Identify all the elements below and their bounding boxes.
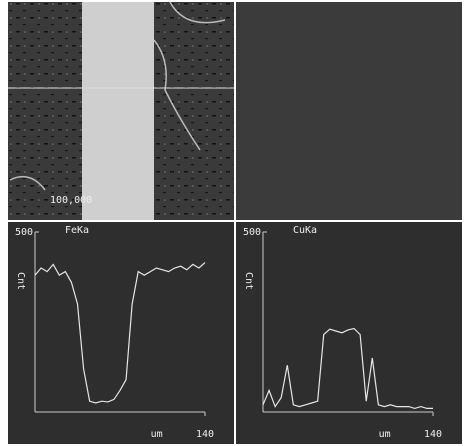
y-tick-label: 500 xyxy=(15,227,33,238)
y-axis-label: Cnt xyxy=(15,272,26,290)
y-axis-label: Cnt xyxy=(243,272,254,290)
x-axis-label: um xyxy=(151,429,163,440)
micrograph-panel: 100,000 xyxy=(8,2,234,220)
x-axis-label: um xyxy=(379,429,391,440)
x-tick-label: 140 xyxy=(196,429,214,440)
linescan-panel xyxy=(236,222,462,444)
bright-layer xyxy=(82,2,154,220)
chart-title: CuKa xyxy=(293,225,317,236)
figure: 100,000 FeKa Cnt um 500 140 CuKa Cnt um 500 140 xyxy=(0,0,468,446)
map-panel xyxy=(236,2,462,220)
scale-label: 100,000 xyxy=(50,195,92,206)
x-tick-label: 140 xyxy=(424,429,442,440)
y-tick-label: 500 xyxy=(243,227,261,238)
chart-title: FeKa xyxy=(65,225,89,236)
linescan-panel xyxy=(8,222,234,444)
